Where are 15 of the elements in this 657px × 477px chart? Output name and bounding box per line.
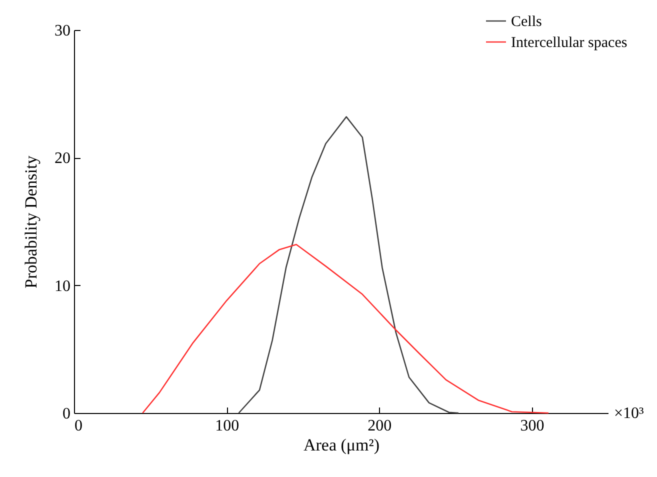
y-tick-label: 30 [54,22,70,40]
x-tick-label: 0 [74,418,82,434]
line-series [238,116,460,414]
x-tick-label: 200 [368,418,392,434]
x-axis-title: Area (μm²) [303,436,380,454]
legend-label: Cells [511,14,542,30]
y-tick-label: 10 [54,278,70,295]
text: ×10³ [614,405,644,422]
line-series [142,244,550,414]
y-tick-label: 0 [62,406,70,422]
y-tick-label: 20 [54,150,70,168]
y-axis-title: Probability Density [22,155,40,288]
x-tick-label: 300 [520,418,544,434]
x-tick-label: 100 [215,418,240,434]
legend-label: Intercellular spaces [511,35,628,51]
